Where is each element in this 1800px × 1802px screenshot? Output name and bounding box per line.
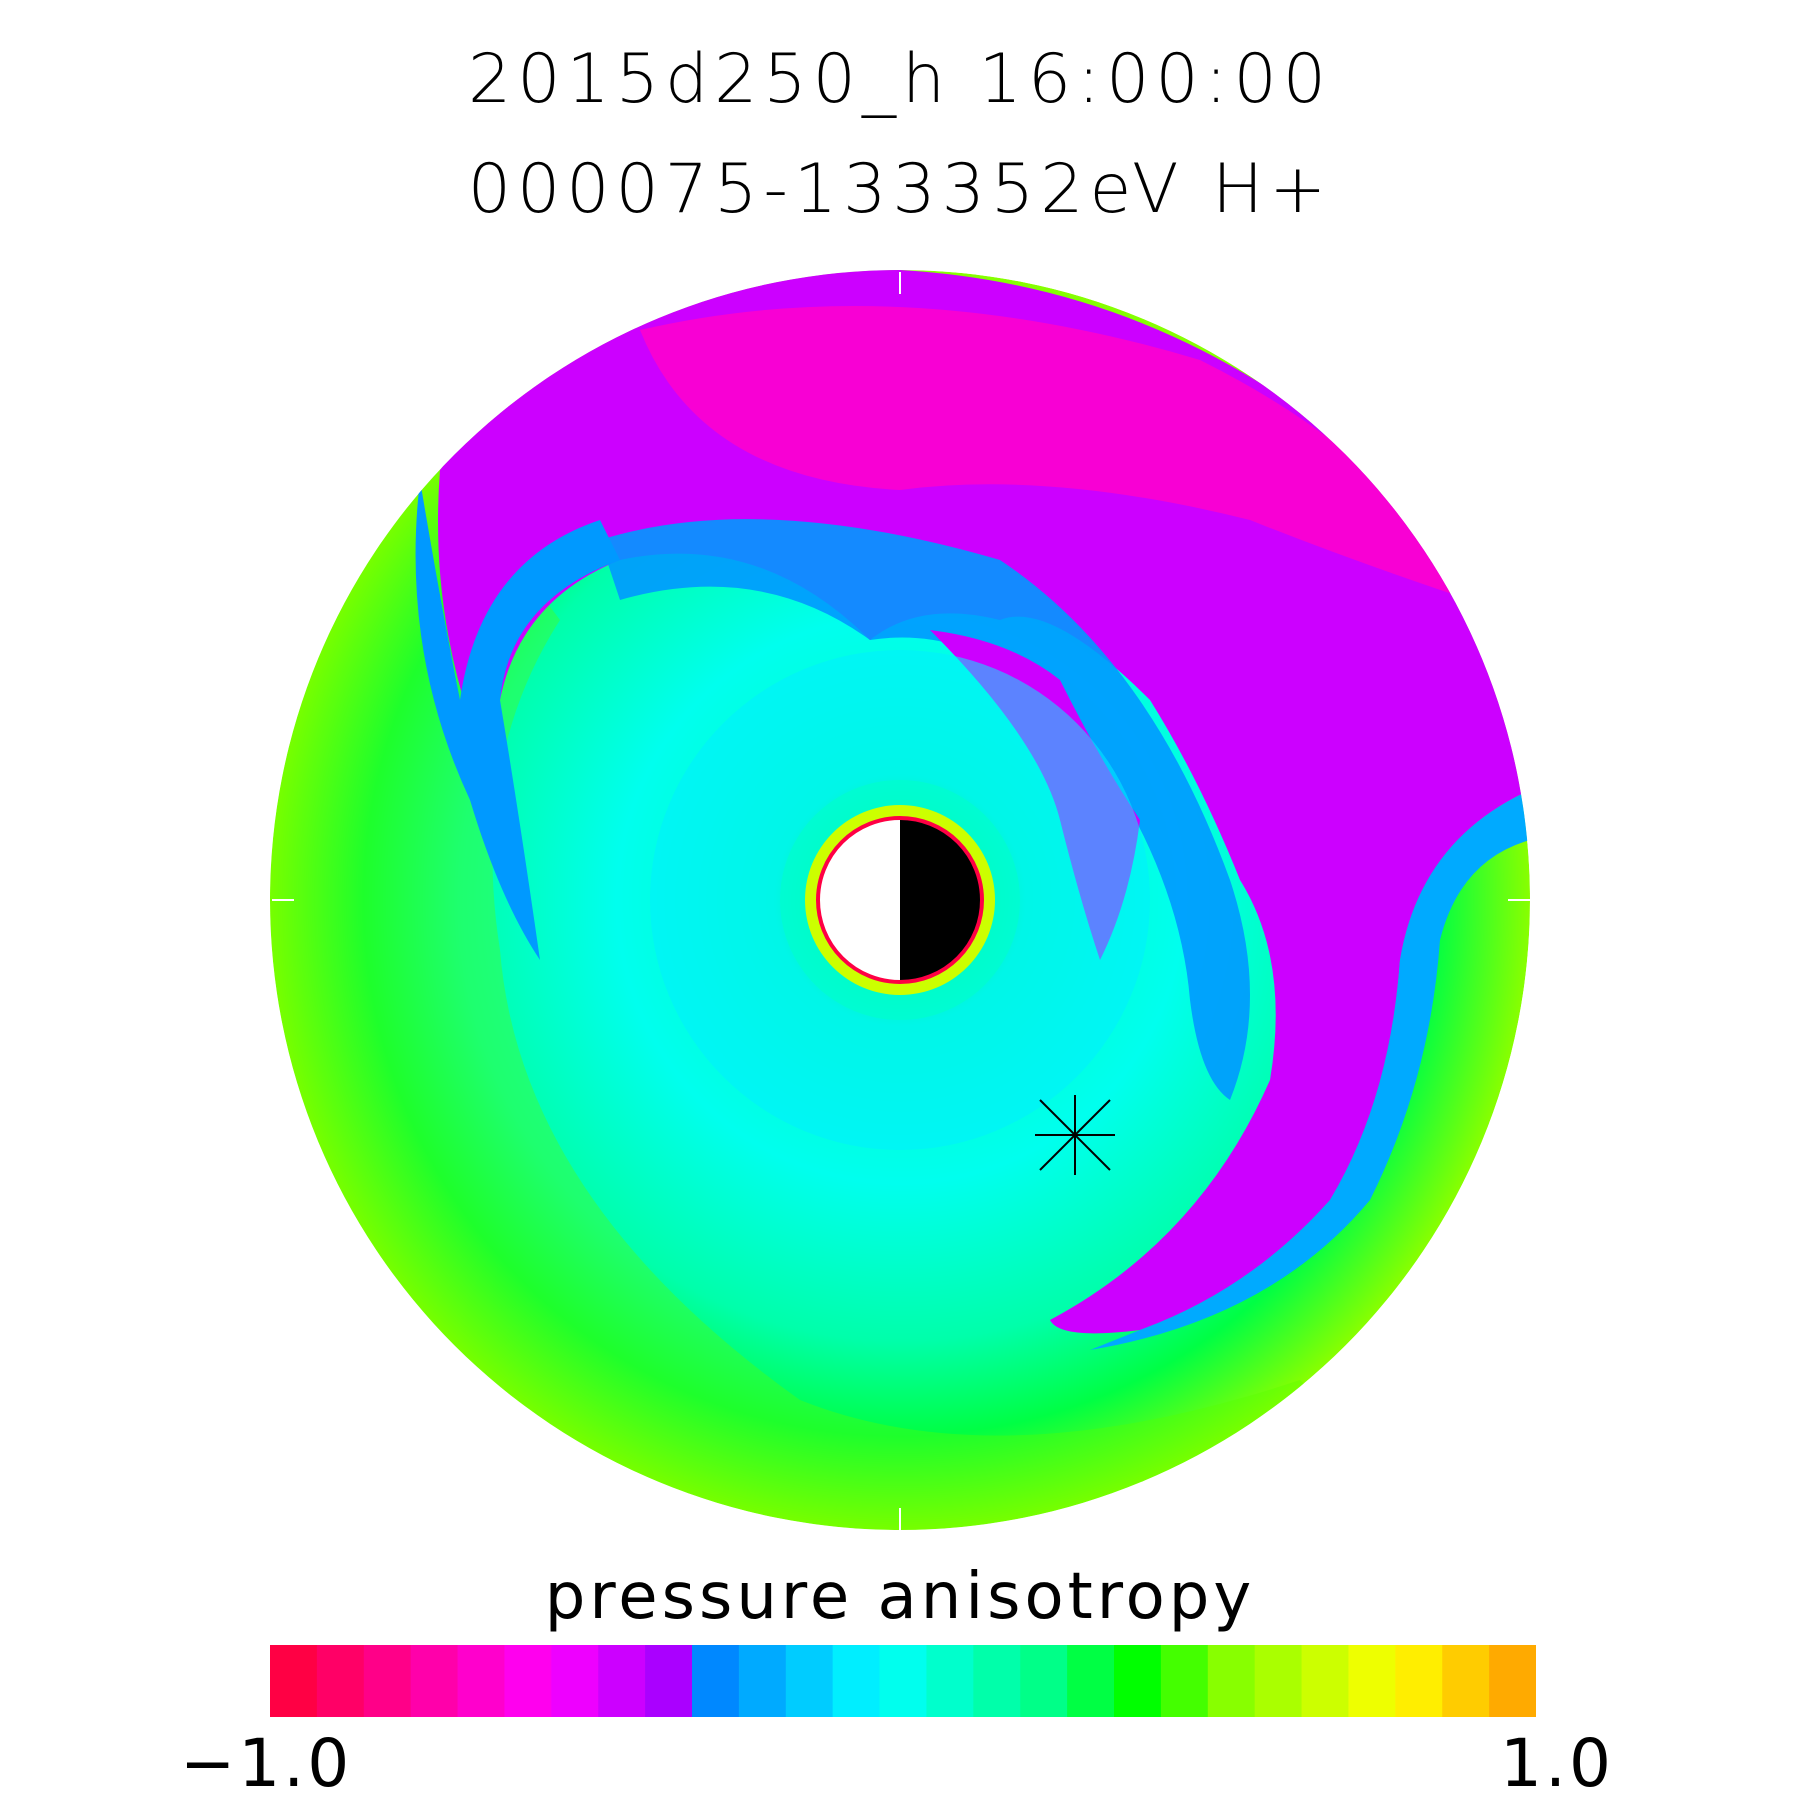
colorbar bbox=[270, 1645, 1536, 1717]
colorbar-swatch bbox=[832, 1645, 881, 1717]
blue-band-inner bbox=[600, 519, 1250, 1100]
colorbar-swatch bbox=[1207, 1645, 1256, 1717]
colorbar-swatch bbox=[1160, 1645, 1209, 1717]
colorbar-swatch bbox=[1489, 1645, 1536, 1717]
chart-title: 2015d250_h 16:00:00 bbox=[467, 40, 1333, 119]
colorbar-swatch bbox=[785, 1645, 834, 1717]
colorbar-swatch bbox=[410, 1645, 459, 1717]
colorbar-swatch bbox=[363, 1645, 412, 1717]
colorbar-swatch bbox=[316, 1645, 365, 1717]
colorbar-swatch bbox=[879, 1645, 928, 1717]
colorbar-swatch bbox=[1442, 1645, 1490, 1717]
colorbar-swatch bbox=[551, 1645, 599, 1717]
colorbar-swatch bbox=[645, 1645, 693, 1717]
colorbar-swatch bbox=[973, 1645, 1021, 1717]
pink-core-region bbox=[640, 306, 1470, 600]
colorbar-swatch bbox=[926, 1645, 974, 1717]
outer-green-band bbox=[270, 460, 1450, 1530]
colorbar-min-label: −1.0 bbox=[180, 1725, 353, 1802]
colorbar-label: pressure anisotropy bbox=[544, 1560, 1256, 1634]
colorbar-swatch bbox=[738, 1645, 787, 1717]
colorbar-swatch bbox=[1254, 1645, 1303, 1717]
spacecraft-marker bbox=[1035, 1095, 1115, 1175]
colorbar-swatch bbox=[1020, 1645, 1068, 1717]
colorbar-swatch bbox=[692, 1645, 740, 1717]
colorbar-swatch bbox=[457, 1645, 506, 1717]
colorbar-swatch bbox=[1395, 1645, 1443, 1717]
blue-band-right bbox=[1090, 790, 1530, 1350]
colorbar-swatch bbox=[1067, 1645, 1115, 1717]
earth-marker bbox=[816, 816, 984, 984]
colorbar-swatch bbox=[1348, 1645, 1396, 1717]
colorbar-swatch bbox=[1301, 1645, 1350, 1717]
colorbar-swatch bbox=[598, 1645, 646, 1717]
chart-subtitle: 000075-133352eV H+ bbox=[467, 150, 1333, 229]
blue-band-left bbox=[415, 480, 620, 960]
colorbar-max-label: 1.0 bbox=[1500, 1725, 1614, 1802]
colorbar-swatch bbox=[1114, 1645, 1162, 1717]
colorbar-swatch bbox=[270, 1645, 318, 1717]
colorbar-swatch bbox=[504, 1645, 552, 1717]
